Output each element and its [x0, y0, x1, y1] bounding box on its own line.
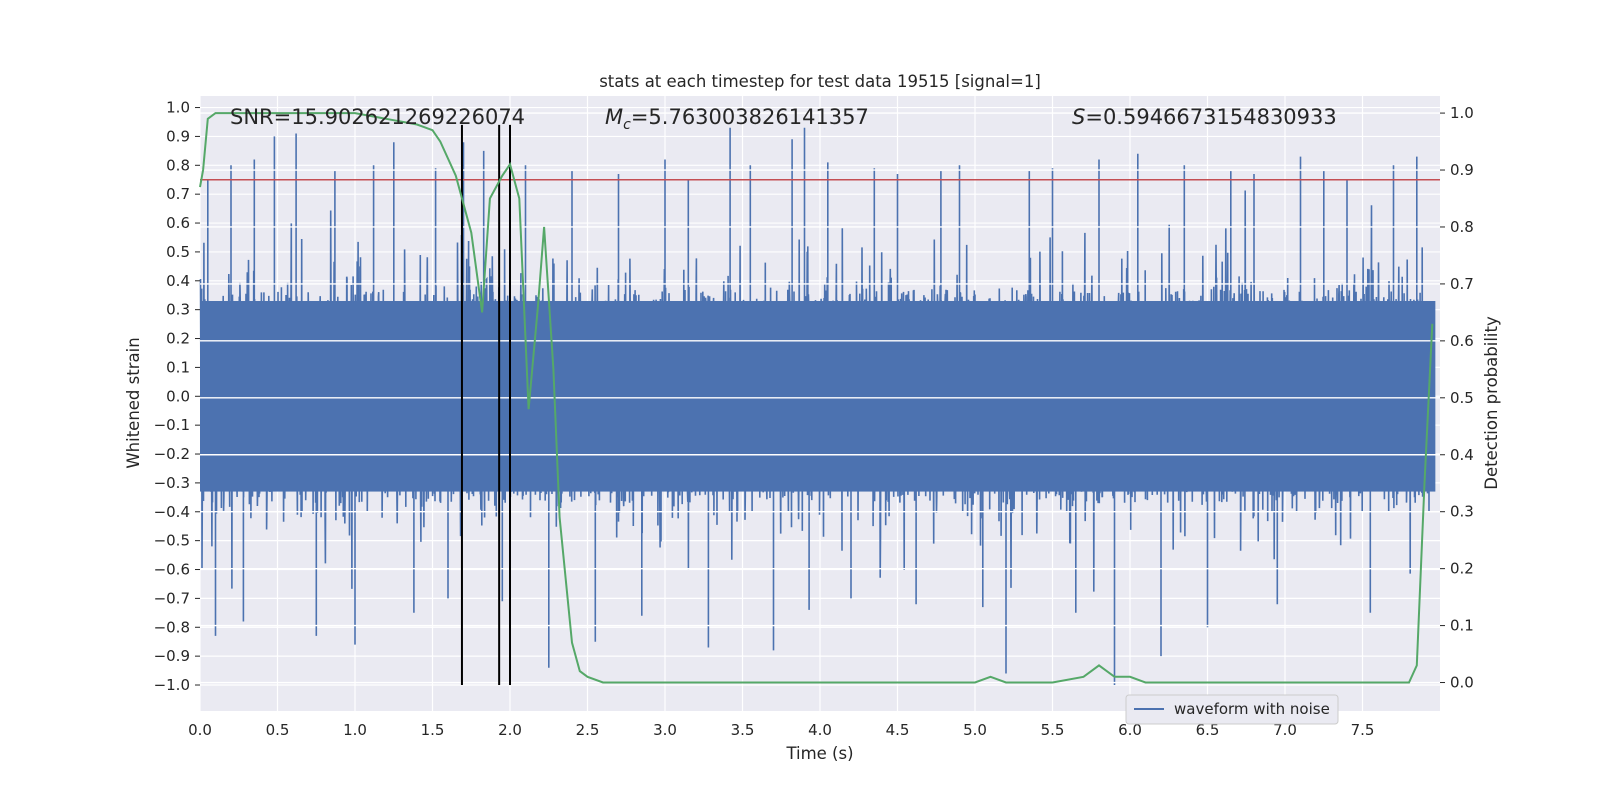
y-left-tick-label: −0.8 — [154, 618, 190, 636]
y-left-tick-label: −0.6 — [154, 561, 190, 579]
y-left-tick-label: −0.7 — [154, 589, 190, 607]
y-left-tick-label: 0.1 — [166, 358, 190, 376]
x-tick-label: 6.0 — [1118, 721, 1142, 739]
x-ticks: 0.0 0.5 1.0 1.5 2.0 2.5 3.0 3.5 4.0 4.5 5.0 5.5 6.0 6… — [188, 721, 1374, 739]
y-right-ticks: 1.0 0.9 0.8 0.7 0.6 0.5 0.4 0.3 0.2 0.1 0.0 — [1440, 104, 1474, 692]
y-right-tick-label: 0.8 — [1450, 218, 1474, 236]
y-left-tick-label: −0.5 — [154, 532, 190, 550]
waveform-core — [200, 301, 1436, 492]
y-axis-label-left: Whitened strain — [124, 337, 143, 468]
x-tick-label: 2.0 — [498, 721, 522, 739]
mc-annotation: Mc=5.763003826141357 — [605, 105, 869, 133]
x-tick-label: 7.0 — [1273, 721, 1297, 739]
y-right-tick-label: 0.3 — [1450, 503, 1474, 521]
y-left-tick-label: 0.0 — [166, 387, 190, 405]
s-annotation: S=0.5946673154830933 — [1072, 105, 1337, 129]
x-tick-label: 0.0 — [188, 721, 212, 739]
legend: waveform with noise — [1125, 694, 1339, 725]
waveform-series — [199, 127, 1436, 685]
y-right-tick-label: 0.0 — [1450, 674, 1474, 692]
y-right-tick-label: 0.2 — [1450, 560, 1474, 578]
x-tick-label: 3.0 — [653, 721, 677, 739]
y-left-tick-label: −0.2 — [154, 445, 190, 463]
overlays — [199, 112, 1440, 686]
y-left-tick-label: −0.4 — [154, 503, 190, 521]
y-left-tick-label: −0.3 — [154, 474, 190, 492]
x-tick-label: 3.5 — [731, 721, 755, 739]
x-tick-label: 2.5 — [576, 721, 600, 739]
y-right-tick-label: 0.4 — [1450, 446, 1474, 464]
y-left-tick-label: −0.9 — [154, 647, 190, 665]
x-tick-label: 4.5 — [886, 721, 910, 739]
y-right-tick-label: 0.6 — [1450, 332, 1474, 350]
chart-title: stats at each timestep for test data 195… — [599, 72, 1041, 91]
legend-label-waveform: waveform with noise — [1174, 700, 1330, 718]
y-right-tick-label: 0.7 — [1450, 275, 1474, 293]
x-tick-label: 1.0 — [343, 721, 367, 739]
y-left-tick-label: 0.8 — [166, 156, 190, 174]
x-tick-label: 6.5 — [1196, 721, 1220, 739]
y-left-ticks: 1.0 0.9 0.8 0.7 0.6 0.5 0.4 0.3 0.2 0.1 0.0 −0.1 −0.… — [154, 99, 200, 694]
x-tick-label: 5.5 — [1041, 721, 1065, 739]
y-left-tick-label: 0.6 — [166, 214, 190, 232]
x-tick-label: 7.5 — [1351, 721, 1375, 739]
x-tick-label: 5.0 — [963, 721, 987, 739]
y-left-tick-label: 1.0 — [166, 99, 190, 117]
y-left-tick-label: 0.9 — [166, 127, 190, 145]
y-right-tick-label: 1.0 — [1450, 104, 1474, 122]
detection-probability-line — [199, 112, 1434, 684]
x-tick-label: 1.5 — [421, 721, 445, 739]
y-left-tick-label: 0.3 — [166, 301, 190, 319]
y-left-tick-label: 0.2 — [166, 330, 190, 348]
x-axis-label: Time (s) — [785, 744, 853, 763]
legend-box — [1125, 694, 1339, 725]
y-right-tick-label: 0.1 — [1450, 617, 1474, 635]
x-tick-label: 4.0 — [808, 721, 832, 739]
y-left-tick-label: −1.0 — [154, 676, 190, 694]
y-left-tick-label: −0.1 — [154, 416, 190, 434]
y-right-tick-label: 0.9 — [1450, 161, 1474, 179]
y-left-tick-label: 0.7 — [166, 185, 190, 203]
y-left-tick-label: 0.4 — [166, 272, 190, 290]
y-axis-label-right: Detection probability — [1482, 316, 1501, 490]
y-left-tick-label: 0.5 — [166, 243, 190, 261]
y-right-tick-label: 0.5 — [1450, 389, 1474, 407]
x-tick-label: 0.5 — [266, 721, 290, 739]
snr-annotation: SNR=15.902621269226074 — [230, 105, 525, 129]
